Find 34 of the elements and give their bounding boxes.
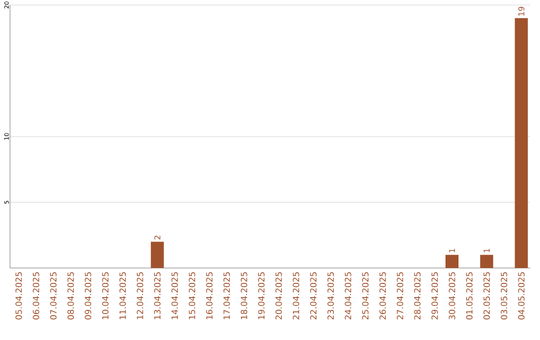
x-tick-label: 22.04.2025 [310,272,317,320]
x-tick-label: 06.04.2025 [32,272,40,320]
x-tick-label: 07.04.2025 [50,272,57,320]
x-tick-label: 04.05.2025 [518,272,525,320]
x-tick-label: 19.04.2025 [258,272,265,320]
x-tick-label: 29.04.2025 [431,272,438,320]
x-tick-label: 01.05.2025 [466,272,473,320]
x-tick-label: 28.04.2025 [414,272,421,320]
x-tick-label: 02.05.2025 [483,272,490,320]
x-tick-label: 09.04.2025 [84,272,92,320]
x-tick-label: 12.04.2025 [136,272,144,320]
x-tick-label: 17.04.2025 [223,272,230,320]
bar [514,18,528,268]
x-tick-label: 10.04.2025 [102,272,109,320]
x-tick-label: 23.04.2025 [327,272,334,320]
x-tick-label: 03.05.2025 [500,272,508,320]
x-tick-label: 20.04.2025 [275,272,282,320]
x-tick-label: 21.04.2025 [292,272,300,320]
x-tick-label: 15.04.2025 [188,272,196,320]
bar [446,254,459,268]
x-tick-label: 18.04.2025 [240,272,248,320]
x-tick-label: 16.04.2025 [206,272,213,320]
x-tick-label: 13.04.2025 [154,272,161,320]
x-tick-label: 25.04.2025 [362,272,369,320]
x-tick-label: 05.04.2025 [15,272,22,320]
bar [150,242,164,268]
x-tick-label: 26.04.2025 [379,272,386,320]
x-tick-label: 14.04.2025 [171,272,178,320]
x-tick-label: 24.04.2025 [344,272,352,320]
x-tick-label: 08.04.2025 [67,272,74,320]
x-tick-label: 27.04.2025 [396,272,404,320]
x-tick-label: 11.04.2025 [119,272,126,320]
bar [480,254,494,268]
x-tick-label: 30.04.2025 [448,272,456,320]
